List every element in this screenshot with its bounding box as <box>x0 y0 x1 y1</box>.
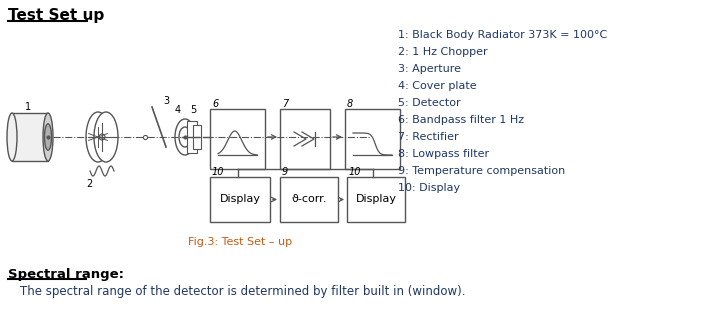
Text: 2: 1 Hz Chopper: 2: 1 Hz Chopper <box>398 47 488 57</box>
Ellipse shape <box>86 112 110 162</box>
Text: 1: 1 <box>25 102 31 112</box>
Ellipse shape <box>175 119 195 155</box>
Text: 5: 5 <box>190 105 196 115</box>
Text: 10: 10 <box>212 167 224 177</box>
Text: 8: Lowpass filter: 8: Lowpass filter <box>398 149 489 159</box>
Text: 9: 9 <box>282 167 288 177</box>
Circle shape <box>99 134 105 140</box>
Ellipse shape <box>44 124 51 150</box>
Bar <box>345 109 400 169</box>
Text: 1: Black Body Radiator 373K = 100°C: 1: Black Body Radiator 373K = 100°C <box>398 30 607 40</box>
Bar <box>280 177 338 222</box>
Text: 2: 2 <box>86 179 92 189</box>
Text: 7: Rectifier: 7: Rectifier <box>398 132 458 142</box>
Ellipse shape <box>7 113 17 161</box>
Text: Spectral range:: Spectral range: <box>8 268 124 281</box>
Bar <box>210 109 265 169</box>
Text: The spectral range of the detector is determined by filter built in (window).: The spectral range of the detector is de… <box>20 285 466 298</box>
Bar <box>187 121 197 153</box>
Text: 4: Cover plate: 4: Cover plate <box>398 81 477 91</box>
Bar <box>280 109 330 169</box>
Text: Fig.3: Test Set – up: Fig.3: Test Set – up <box>188 237 292 247</box>
Bar <box>210 177 270 222</box>
Bar <box>347 177 405 222</box>
Text: 7: 7 <box>282 99 288 109</box>
Text: Test Set up: Test Set up <box>8 8 104 23</box>
Text: 10: Display: 10: Display <box>398 183 460 193</box>
Ellipse shape <box>43 113 53 161</box>
Ellipse shape <box>94 112 118 162</box>
Text: 4: 4 <box>175 105 181 115</box>
Text: Display: Display <box>356 194 396 204</box>
Text: Display: Display <box>219 194 261 204</box>
Text: 6: Bandpass filter 1 Hz: 6: Bandpass filter 1 Hz <box>398 115 524 125</box>
Text: 9: Temperature compensation: 9: Temperature compensation <box>398 166 565 176</box>
Text: 3: 3 <box>163 96 169 106</box>
Ellipse shape <box>179 127 191 147</box>
Text: 6: 6 <box>212 99 218 109</box>
Bar <box>12 113 48 161</box>
Bar <box>193 125 201 149</box>
Text: ϑ-corr.: ϑ-corr. <box>291 194 327 204</box>
Text: 8: 8 <box>347 99 353 109</box>
Text: 5: Detector: 5: Detector <box>398 98 461 108</box>
Text: 3: Aperture: 3: Aperture <box>398 64 461 74</box>
Text: 10: 10 <box>349 167 361 177</box>
